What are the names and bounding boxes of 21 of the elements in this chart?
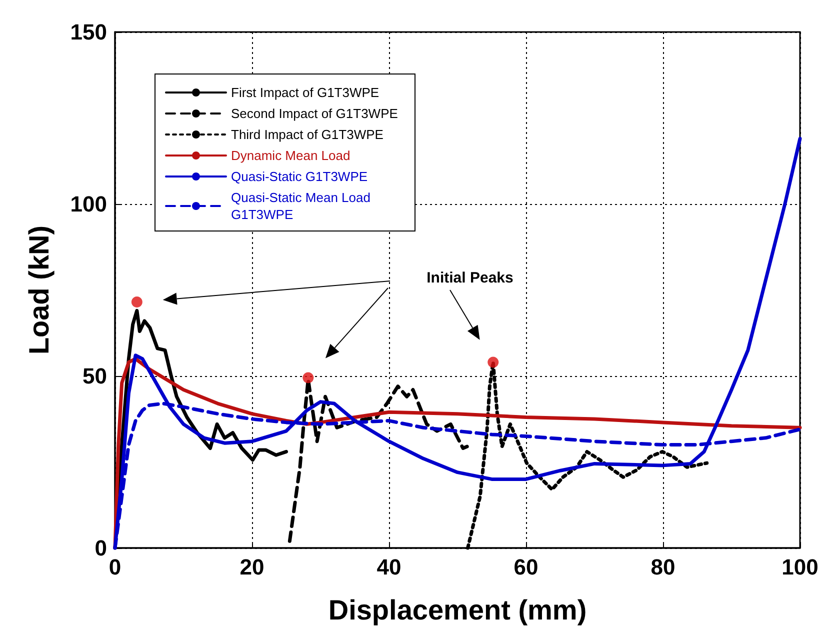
legend-label: Dynamic Mean Load [231,148,350,163]
legend-label: Quasi-Static Mean Load G1T3WPE [231,190,374,222]
x-tick-label: 40 [376,554,402,580]
point [302,372,314,384]
y-tick-label: 100 [70,192,107,216]
point [488,356,499,368]
legend-label: First Impact of G1T3WPE [231,85,380,100]
y-tick-label: 50 [82,364,107,388]
x-tick-label: 60 [514,554,538,580]
x-tick-label: 100 [782,554,818,580]
annotation: Initial Peaks [426,270,514,286]
point [131,296,142,308]
legend-label: Third Impact of G1T3WPE [231,127,384,142]
legend-label: Second Impact of G1T3WPE [231,106,398,121]
y-tick-label: 150 [70,20,107,44]
x-tick-label: 80 [650,554,676,580]
legend-label: Quasi-Static G1T3WPE [231,169,368,184]
x-tick-label: 20 [240,554,264,580]
y-tick-label: 0 [94,536,107,560]
x-axis-title: Displacement (mm) [328,594,587,626]
y-axis-title: Load (kN) [24,225,54,355]
